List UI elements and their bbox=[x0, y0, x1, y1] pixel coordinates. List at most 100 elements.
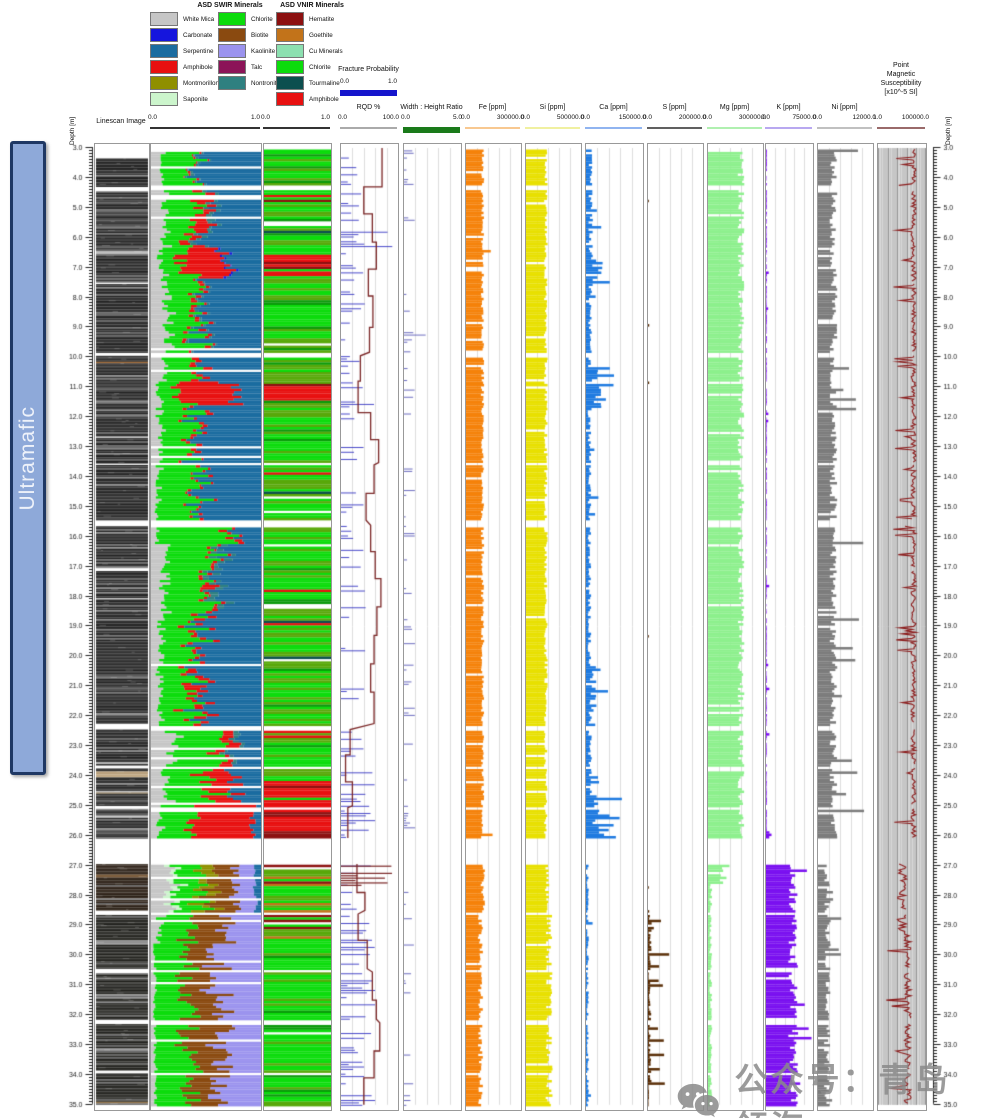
legend-item: Goethite bbox=[276, 28, 333, 42]
fe-scale-line bbox=[465, 127, 520, 129]
ca-canvas bbox=[586, 144, 643, 1110]
fe-max: 300000.0 bbox=[496, 114, 524, 121]
fe-scale: 0.0 300000.0 bbox=[461, 114, 524, 121]
legend-swatch bbox=[150, 44, 178, 58]
s-max: 200000.0 bbox=[678, 114, 706, 121]
legend-label: Cu Minerals bbox=[309, 47, 343, 55]
legend-title-swir: ASD SWIR Minerals bbox=[197, 2, 263, 9]
ratio-title: Width : Height Ratio bbox=[400, 104, 463, 111]
legend-item: Chlorite bbox=[218, 12, 273, 26]
ca-min: 0.0 bbox=[581, 114, 591, 121]
legend-swatch bbox=[276, 12, 304, 26]
ni-scale-line bbox=[817, 127, 872, 129]
pms-title-2: Magnetic bbox=[886, 71, 916, 78]
legend-swatch bbox=[150, 12, 178, 26]
fracture-max: 1.0 bbox=[387, 78, 397, 85]
mg-scale-line bbox=[707, 127, 762, 129]
swir-canvas bbox=[151, 144, 261, 1110]
k-scale-line bbox=[765, 127, 812, 129]
legend-label: Goethite bbox=[309, 31, 333, 39]
legend-item: Montmorillonite bbox=[150, 76, 226, 90]
legend-label: White Mica bbox=[183, 15, 215, 23]
legend-item: Kaolinite bbox=[218, 44, 275, 58]
pms-title-3: Susceptibility bbox=[880, 80, 922, 87]
mg-title: Mg [ppm] bbox=[719, 104, 750, 111]
ratio-scale: 0.0 5.0 bbox=[401, 114, 462, 121]
fe-min: 0.0 bbox=[461, 114, 471, 121]
ratio-canvas bbox=[404, 144, 461, 1110]
track-rqd bbox=[340, 143, 399, 1111]
legend-label: Biotite bbox=[251, 31, 269, 39]
si-canvas bbox=[526, 144, 581, 1110]
legend-item: Talc bbox=[218, 60, 262, 74]
ca-scale: 0.0 150000.0 bbox=[581, 114, 646, 121]
vnir-canvas bbox=[264, 144, 331, 1110]
ratio-min: 0.0 bbox=[401, 114, 411, 121]
legend-swatch bbox=[218, 76, 246, 90]
vnir-scale: 0.0 1.0 bbox=[261, 114, 330, 121]
s-scale: 0.0 200000.0 bbox=[643, 114, 706, 121]
track-linescan bbox=[94, 143, 150, 1111]
legend-label: Talc bbox=[251, 63, 263, 71]
s-canvas bbox=[648, 144, 703, 1110]
track-vnir bbox=[263, 143, 332, 1111]
si-scale: 0.0 500000.0 bbox=[521, 114, 584, 121]
k-canvas bbox=[766, 144, 813, 1110]
legend-item: White Mica bbox=[150, 12, 214, 26]
si-scale-line bbox=[525, 127, 580, 129]
legend-label: Tourmaline bbox=[309, 79, 340, 87]
linescan-canvas bbox=[95, 144, 149, 1110]
s-title: S [ppm] bbox=[662, 104, 687, 111]
legend-swatch bbox=[218, 60, 246, 74]
pms-scale: 1.0 100000.0 bbox=[873, 114, 929, 121]
ratio-scale-bar bbox=[403, 127, 460, 133]
swir-scale: 0.0 1.0 bbox=[148, 114, 260, 121]
legend-swatch bbox=[150, 76, 178, 90]
fracture-scale: 0.0 1.0 bbox=[340, 78, 397, 85]
legend-item: Hematite bbox=[276, 12, 334, 26]
legend-label: Amphibole bbox=[309, 95, 339, 103]
pms-max: 100000.0 bbox=[901, 114, 929, 121]
mg-scale: 0.0 300000.0 bbox=[703, 114, 766, 121]
legend-swatch bbox=[276, 60, 304, 74]
pms-title-1: Point bbox=[893, 62, 909, 69]
legend-swatch bbox=[218, 28, 246, 42]
fe-title: Fe [ppm] bbox=[478, 104, 507, 111]
si-min: 0.0 bbox=[521, 114, 531, 121]
legend-item: Serpentine bbox=[150, 44, 213, 58]
mg-max: 300000.0 bbox=[738, 114, 766, 121]
legend-label: Serpentine bbox=[183, 47, 214, 55]
track-ca bbox=[585, 143, 644, 1111]
legend-label: Hematite bbox=[309, 15, 335, 23]
ca-title: Ca [ppm] bbox=[599, 104, 628, 111]
swir-scale-min: 0.0 bbox=[148, 114, 158, 121]
rqd-scale-line bbox=[340, 127, 397, 129]
legend-label: Montmorillonite bbox=[183, 79, 226, 87]
ni-min: 0.0 bbox=[813, 114, 823, 121]
legend-swatch bbox=[150, 28, 178, 42]
ni-title: Ni [ppm] bbox=[831, 104, 858, 111]
lithology-label-text: Ultramafic bbox=[16, 405, 39, 511]
k-max: 75000.0 bbox=[792, 114, 817, 121]
k-scale: 0.0 75000.0 bbox=[761, 114, 816, 121]
legend-swatch bbox=[276, 92, 304, 106]
vnir-scale-max: 1.0 bbox=[320, 114, 330, 121]
linescan-title: Linescan Image bbox=[96, 118, 146, 125]
legend-item: Chlorite bbox=[276, 60, 331, 74]
ni-canvas bbox=[818, 144, 873, 1110]
legend-item: Tourmaline bbox=[276, 76, 340, 90]
legend-swatch bbox=[276, 76, 304, 90]
pms-min: 1.0 bbox=[873, 114, 883, 121]
legend-item: Carbonate bbox=[150, 28, 212, 42]
legend-label: Chlorite bbox=[251, 15, 273, 23]
rqd-scale: 0.0 100.0 bbox=[338, 114, 399, 121]
pms-scale-line bbox=[877, 127, 925, 129]
pms-title-4: [x10^-5 SI] bbox=[884, 89, 918, 96]
rqd-min: 0.0 bbox=[338, 114, 348, 121]
depth-ruler-right bbox=[928, 140, 974, 1112]
s-min: 0.0 bbox=[643, 114, 653, 121]
legend-label: Amphibole bbox=[183, 63, 213, 71]
legend-label: Carbonate bbox=[183, 31, 213, 39]
rqd-title: RQD % bbox=[356, 104, 381, 111]
track-ni bbox=[817, 143, 874, 1111]
